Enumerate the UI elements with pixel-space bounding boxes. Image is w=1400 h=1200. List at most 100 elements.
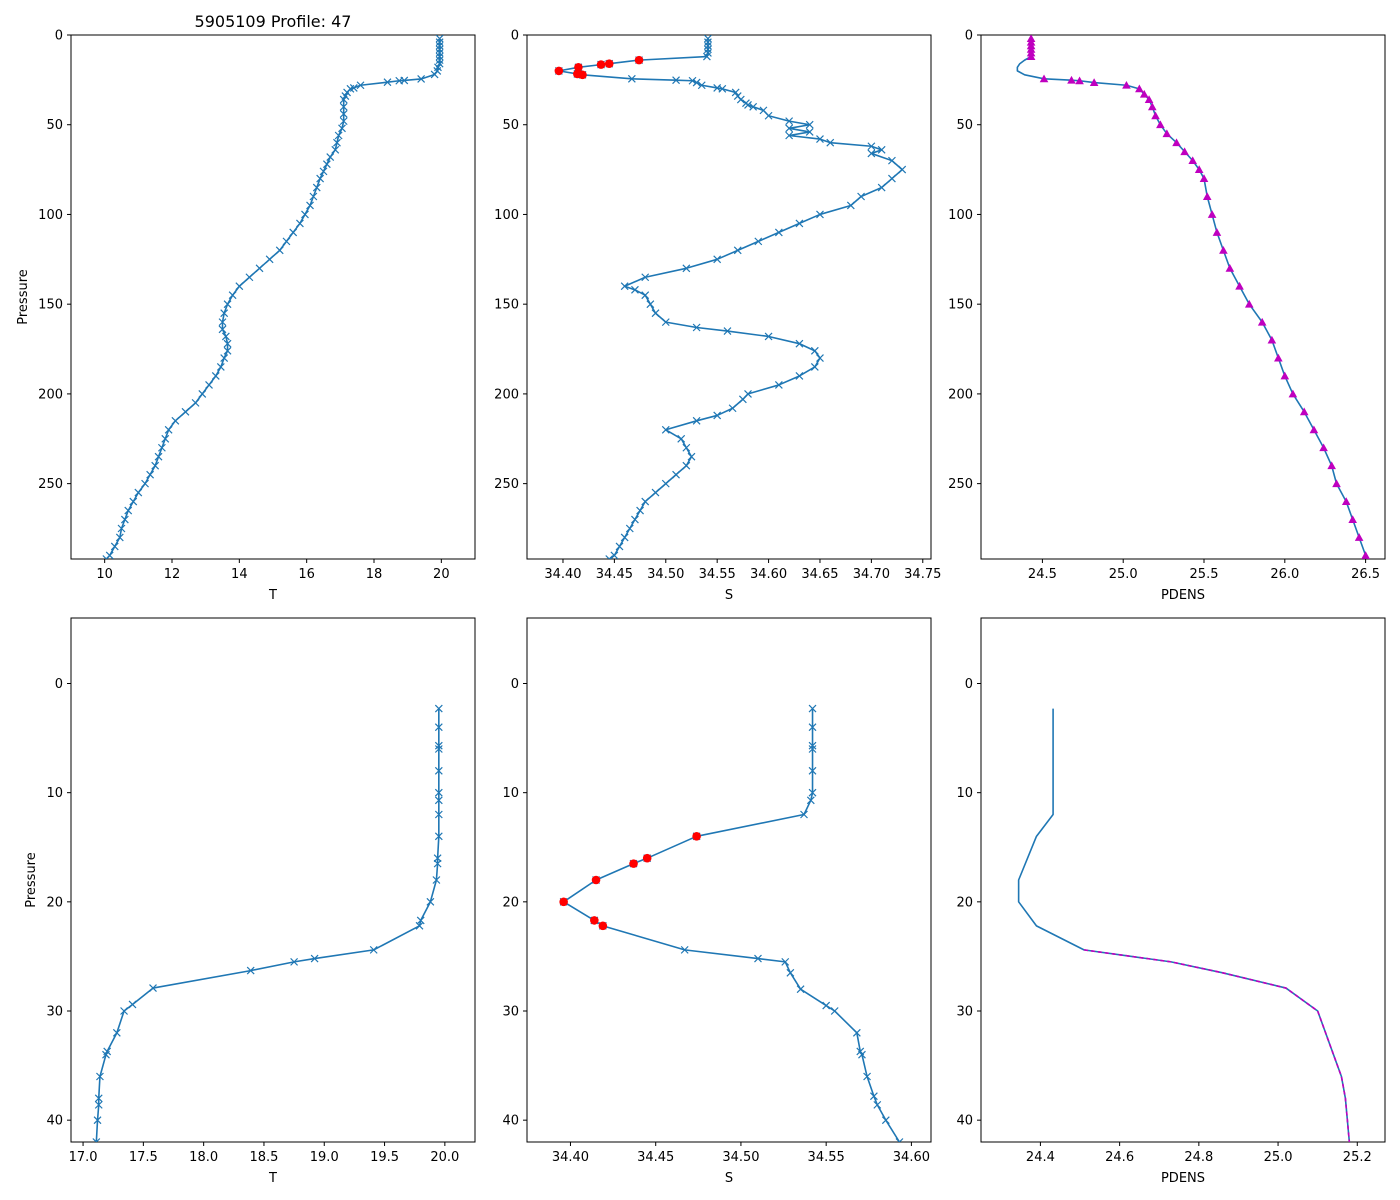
x-marker — [733, 246, 742, 255]
triangle-marker — [1361, 551, 1370, 559]
triangle-marker — [1067, 75, 1076, 84]
x-marker — [605, 555, 614, 559]
x-marker — [223, 300, 232, 309]
triangle-marker — [1139, 89, 1149, 98]
triangle-marker — [1039, 74, 1049, 83]
x-marker — [682, 443, 691, 452]
x-tick-label: 24.5 — [1028, 567, 1057, 582]
x-marker — [627, 74, 636, 83]
x-marker — [795, 372, 804, 380]
x-marker — [120, 1007, 128, 1015]
flag-marker — [559, 897, 568, 907]
x-marker — [808, 766, 817, 775]
x-marker — [216, 363, 225, 371]
triangle-marker — [1299, 407, 1309, 416]
triangle-marker — [1135, 84, 1144, 93]
x-marker — [826, 138, 835, 147]
panel-sal-full: 34.40 34.45 34.50 34.55 34.60 34.65 34.70 34.75… — [494, 29, 941, 604]
x-marker — [395, 76, 404, 85]
x-marker — [625, 524, 634, 533]
x-marker — [415, 921, 424, 930]
x-marker — [895, 1138, 904, 1142]
x-marker — [661, 318, 670, 327]
x-marker — [198, 389, 207, 398]
triangle-marker — [1219, 246, 1228, 254]
flag-marker — [692, 832, 701, 841]
x-marker — [102, 555, 111, 559]
flag-marker — [642, 853, 652, 863]
x-marker — [282, 237, 291, 246]
x-tick-label: 34.45 — [596, 567, 633, 582]
x-axis-label: PDENS — [1161, 1171, 1205, 1186]
y-tick-label: 250 — [494, 477, 519, 492]
x-tick-label: 26.0 — [1270, 567, 1299, 582]
panel-dens-zoom: 24.4 24.6 24.8 25.0 25.2 0 10 20 30 40 PDENS — [956, 617, 1386, 1186]
y-tick-label: 50 — [956, 118, 973, 133]
plot-area — [554, 35, 907, 559]
triangle-marker — [1280, 371, 1290, 380]
x-marker — [435, 49, 444, 57]
x-marker — [704, 41, 712, 50]
x-axis-label: S — [725, 1171, 733, 1186]
x-marker — [631, 285, 639, 294]
x-tick-label: 19.5 — [370, 1150, 399, 1165]
x-axis-label: PDENS — [1161, 588, 1205, 603]
x-marker — [810, 346, 819, 355]
y-tick-label: 100 — [38, 208, 63, 223]
y-axis-label: Pressure — [16, 269, 31, 325]
x-marker — [435, 52, 444, 61]
x-marker — [255, 264, 264, 273]
y-tick-label: 150 — [948, 298, 973, 313]
y-tick-label: 40 — [46, 1114, 63, 1129]
x-marker — [434, 832, 443, 841]
plot-area — [102, 35, 444, 559]
x-marker — [205, 381, 213, 389]
flag-marker — [598, 921, 608, 931]
x-marker — [869, 1092, 878, 1101]
triangle-marker — [1122, 80, 1131, 89]
x-marker — [129, 497, 138, 506]
x-marker — [146, 470, 155, 479]
x-marker — [115, 533, 124, 542]
x-marker — [754, 237, 763, 246]
triangle-marker — [1309, 425, 1319, 434]
x-marker — [704, 35, 712, 43]
x-marker — [785, 124, 794, 133]
y-tick-label: 150 — [38, 298, 63, 313]
triangle-marker — [1341, 497, 1351, 506]
x-marker — [713, 411, 722, 420]
x-marker — [93, 1116, 102, 1125]
triangle-marker — [1257, 317, 1267, 326]
x-marker — [339, 95, 348, 104]
x-marker — [141, 479, 149, 488]
x-marker — [435, 56, 444, 65]
triangle-marker — [1288, 389, 1298, 398]
flag-marker — [574, 63, 583, 72]
x-marker — [326, 153, 335, 161]
x-marker — [808, 745, 817, 753]
x-marker — [426, 897, 435, 906]
x-tick-label: 18 — [366, 567, 383, 582]
x-marker — [610, 551, 619, 559]
x-marker — [191, 398, 200, 407]
panel-temp-zoom: 17.0 17.5 18.0 18.5 19.0 19.5 20.0 0 10 20 30 40 T Pr… — [24, 617, 476, 1186]
x-marker — [435, 41, 444, 50]
x-marker — [697, 81, 706, 90]
x-marker — [651, 488, 660, 497]
x-marker — [873, 1100, 882, 1109]
x-marker — [808, 723, 817, 732]
x-tick-label: 16 — [298, 567, 315, 582]
x-marker — [631, 515, 639, 524]
x-marker — [383, 78, 392, 87]
x-tick-label: 24.6 — [1105, 1150, 1134, 1165]
x-marker — [810, 363, 819, 371]
x-marker — [877, 145, 886, 154]
x-tick-label: 34.60 — [893, 1150, 930, 1165]
x-marker — [434, 745, 443, 753]
x-tick-label: 24.4 — [1026, 1150, 1055, 1165]
x-marker — [223, 339, 232, 348]
x-marker — [888, 156, 896, 165]
x-tick-label: 10 — [96, 567, 113, 582]
x-marker — [161, 434, 170, 443]
